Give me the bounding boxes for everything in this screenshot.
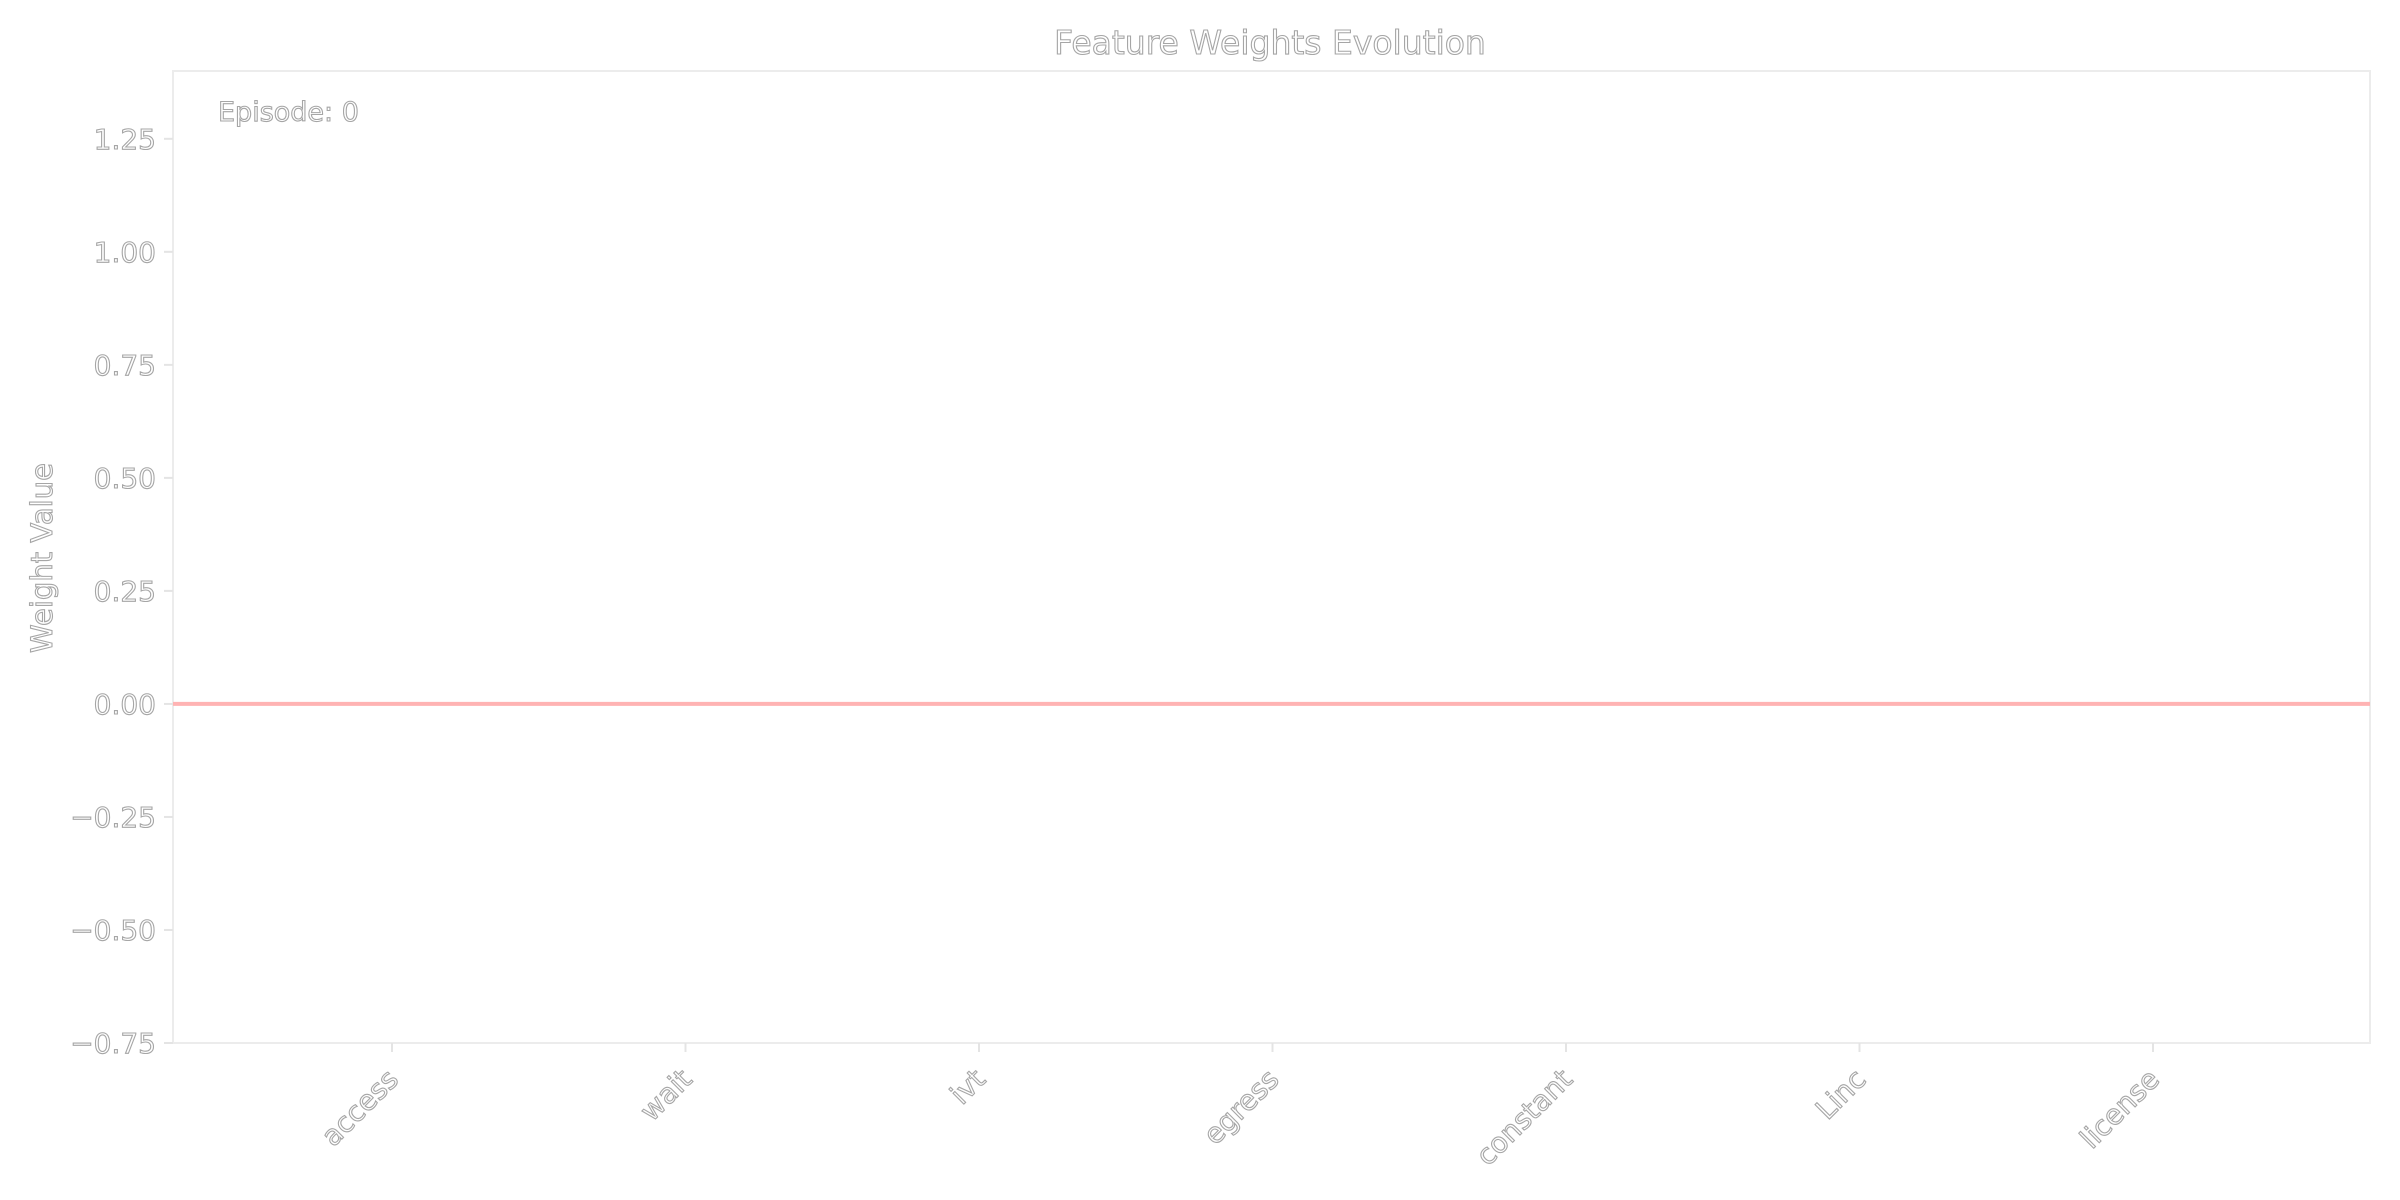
x-tick-label-wait: wait (634, 1063, 699, 1128)
y-tick-label: −0.50 (70, 914, 156, 947)
plot-frame (172, 70, 2371, 1044)
x-tick-label-license: license (2073, 1063, 2165, 1155)
x-tick-label-ivt: ivt (944, 1063, 992, 1111)
x-tick-label-constant: constant (1470, 1063, 1579, 1172)
y-tick-label: 0.75 (94, 349, 156, 382)
x-tick-label-linc: Linc (1809, 1063, 1872, 1126)
y-axis-ticks: −0.75 −0.50 −0.25 0.00 0.25 0.50 0.75 1.00 1.25 (70, 122, 173, 1061)
y-axis-label: Weight Value (25, 463, 59, 653)
x-tick-label-egress: egress (1197, 1063, 1286, 1152)
x-axis-ticks: access wait ivt egress constant Linc license (314, 1043, 2166, 1173)
y-tick-label: 1.25 (94, 123, 156, 156)
y-tick-label: 0.50 (94, 462, 156, 495)
y-tick-label: 1.00 (94, 236, 156, 269)
y-tick-label: 0.25 (94, 575, 156, 608)
y-tick-label: −0.75 (70, 1027, 156, 1060)
y-tick-label: −0.25 (70, 801, 156, 834)
chart-title: Feature Weights Evolution (1054, 23, 1486, 62)
x-tick-label-access: access (315, 1063, 405, 1153)
y-tick-label: 0.00 (94, 688, 156, 721)
episode-annotation: Episode: 0 (218, 97, 359, 128)
